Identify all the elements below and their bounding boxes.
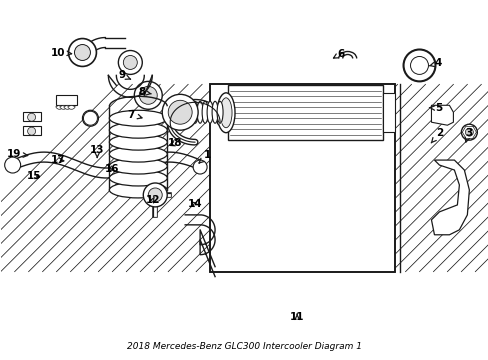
Bar xyxy=(22,112,41,121)
Circle shape xyxy=(82,110,98,126)
Bar xyxy=(56,95,77,105)
Text: 2018 Mercedes-Benz GLC300 Intercooler Diagram 1: 2018 Mercedes-Benz GLC300 Intercooler Di… xyxy=(127,342,361,351)
Ellipse shape xyxy=(202,101,208,123)
Circle shape xyxy=(74,45,90,60)
Text: 16: 16 xyxy=(104,163,119,174)
Circle shape xyxy=(410,57,427,75)
Text: 12: 12 xyxy=(145,195,160,205)
Circle shape xyxy=(27,113,36,121)
Text: 3: 3 xyxy=(464,129,471,142)
Text: 8: 8 xyxy=(138,87,151,97)
Text: 5: 5 xyxy=(428,103,441,113)
Text: 4: 4 xyxy=(428,58,441,68)
Wedge shape xyxy=(56,105,63,109)
Ellipse shape xyxy=(220,98,232,128)
Circle shape xyxy=(143,183,167,207)
Text: 7: 7 xyxy=(127,110,142,120)
Ellipse shape xyxy=(217,93,235,133)
Circle shape xyxy=(118,50,142,75)
Ellipse shape xyxy=(109,122,167,138)
Circle shape xyxy=(27,127,36,135)
Text: 13: 13 xyxy=(90,144,104,158)
Ellipse shape xyxy=(192,101,198,123)
Circle shape xyxy=(5,157,20,173)
Circle shape xyxy=(134,81,162,109)
Polygon shape xyxy=(430,160,468,235)
Text: 2: 2 xyxy=(430,129,442,143)
Ellipse shape xyxy=(109,170,167,186)
Bar xyxy=(227,85,382,140)
Circle shape xyxy=(193,160,207,174)
Text: 18: 18 xyxy=(168,139,182,148)
Text: 17: 17 xyxy=(51,155,65,165)
Ellipse shape xyxy=(109,182,167,198)
Text: 15: 15 xyxy=(26,171,41,181)
Circle shape xyxy=(123,55,137,69)
Circle shape xyxy=(68,39,96,67)
Wedge shape xyxy=(60,105,67,109)
Text: 6: 6 xyxy=(333,49,344,59)
Text: 11: 11 xyxy=(289,312,304,322)
Circle shape xyxy=(465,128,472,136)
Text: 9: 9 xyxy=(118,70,130,80)
Bar xyxy=(382,93,394,132)
Circle shape xyxy=(461,124,476,140)
Circle shape xyxy=(139,86,157,104)
Text: 14: 14 xyxy=(187,199,202,210)
Text: 19: 19 xyxy=(7,149,28,159)
Bar xyxy=(210,84,394,272)
Wedge shape xyxy=(68,105,75,109)
Ellipse shape xyxy=(109,110,167,126)
Ellipse shape xyxy=(197,101,203,123)
Circle shape xyxy=(403,50,435,81)
Wedge shape xyxy=(63,105,71,109)
Text: 1: 1 xyxy=(199,150,211,163)
Text: 10: 10 xyxy=(51,48,71,58)
Ellipse shape xyxy=(109,158,167,174)
Circle shape xyxy=(168,100,192,124)
Bar xyxy=(210,84,394,272)
Circle shape xyxy=(148,188,162,202)
Ellipse shape xyxy=(109,146,167,162)
Bar xyxy=(22,126,41,135)
Polygon shape xyxy=(430,105,452,125)
Ellipse shape xyxy=(217,101,223,123)
Ellipse shape xyxy=(212,101,218,123)
Circle shape xyxy=(162,94,198,130)
Ellipse shape xyxy=(207,101,213,123)
Ellipse shape xyxy=(109,134,167,150)
